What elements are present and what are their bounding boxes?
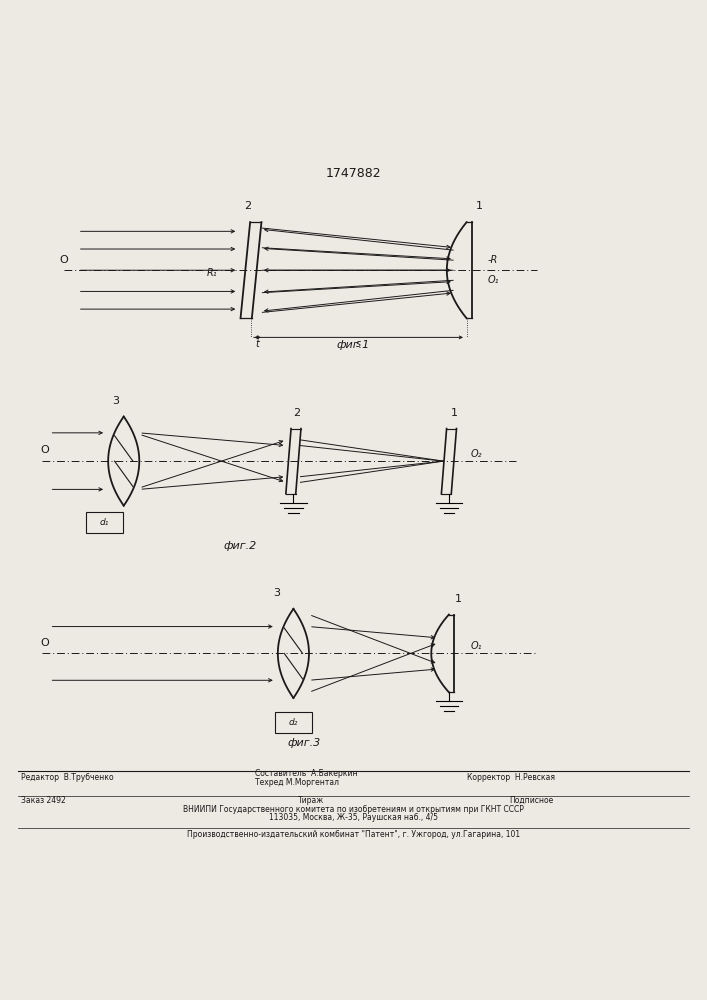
Bar [275, 712, 312, 733]
Text: 1: 1 [476, 201, 483, 211]
Text: t: t [255, 339, 259, 349]
Text: Составитель  А.Бакеркин: Составитель А.Бакеркин [255, 769, 357, 778]
Text: Техред М.Моргентал: Техред М.Моргентал [255, 778, 339, 787]
Text: Редактор  В.Трубченко: Редактор В.Трубченко [21, 773, 114, 782]
Text: фиг.1: фиг.1 [337, 340, 370, 350]
Text: Тираж: Тираж [298, 796, 325, 805]
Text: O₂: O₂ [470, 449, 481, 459]
Bar [86, 512, 123, 533]
Text: Корректор  Н.Ревская: Корректор Н.Ревская [467, 773, 554, 782]
Text: O₁: O₁ [470, 641, 481, 651]
Text: 1: 1 [451, 408, 458, 418]
Text: ВНИИПИ Государственного комитета по изобретениям и открытиям при ГКНТ СССР: ВНИИПИ Государственного комитета по изоб… [183, 805, 524, 814]
Text: фиг.3: фиг.3 [287, 738, 321, 748]
Text: s: s [356, 339, 361, 349]
Text: 3: 3 [112, 396, 119, 406]
Text: 1: 1 [455, 594, 462, 604]
Text: 2: 2 [244, 201, 251, 211]
Text: -R: -R [488, 255, 498, 265]
Text: 113035, Москва, Ж-35, Раушская наб., 4/5: 113035, Москва, Ж-35, Раушская наб., 4/5 [269, 813, 438, 822]
Text: Подписное: Подписное [509, 796, 554, 805]
Text: 1747882: 1747882 [326, 167, 381, 180]
Text: O₁: O₁ [488, 275, 499, 285]
Text: 3: 3 [274, 588, 281, 598]
Text: d₁: d₁ [100, 518, 110, 527]
Text: O: O [40, 638, 49, 648]
Text: Заказ 2492: Заказ 2492 [21, 796, 66, 805]
Text: 2: 2 [293, 408, 300, 418]
Text: Производственно-издательский комбинат "Патент", г. Ужгород, ул.Гагарина, 101: Производственно-издательский комбинат "П… [187, 830, 520, 839]
Text: O: O [59, 255, 68, 265]
Text: d₂: d₂ [288, 718, 298, 727]
Text: фиг.2: фиг.2 [223, 541, 257, 551]
Text: R₁: R₁ [206, 268, 218, 278]
Text: O: O [40, 445, 49, 455]
